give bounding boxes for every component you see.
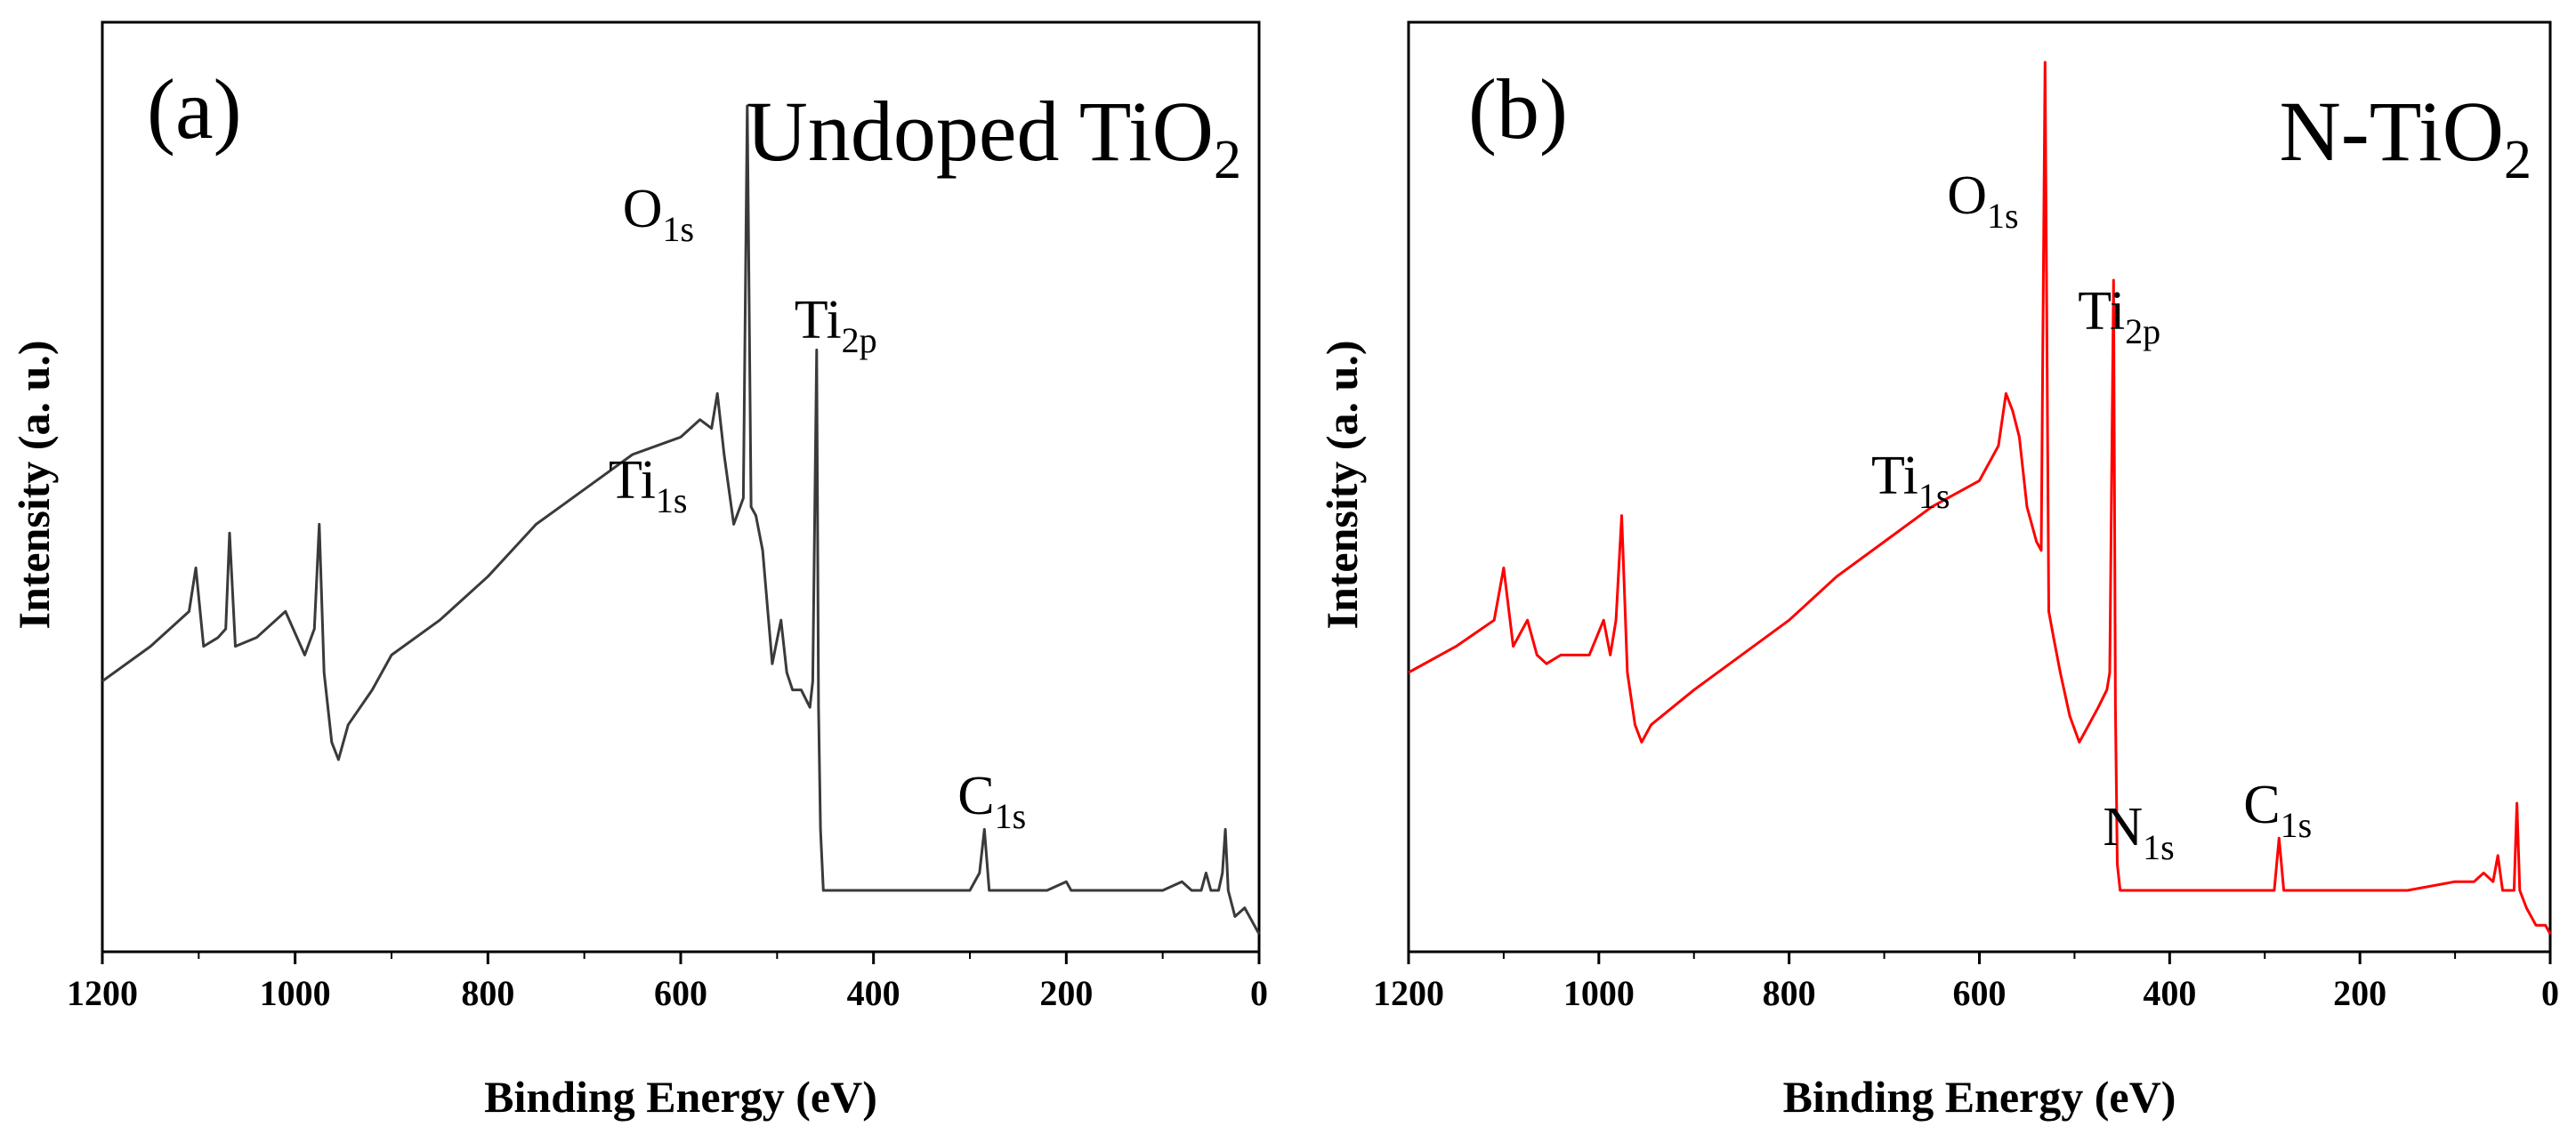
peak-label-o1s: O1s xyxy=(1947,165,2018,236)
peak-label-c1s: C1s xyxy=(2243,775,2312,845)
panel-b: 1200 1000 800 600 400 200 0 Binding Energy (eV)… xyxy=(1317,20,2559,1122)
x-tick-label: 0 xyxy=(2541,973,2559,1013)
y-axis-title: Intensity (a. u.) xyxy=(9,340,59,629)
x-tick-label: 1200 xyxy=(1373,973,1444,1013)
x-tick-label: 200 xyxy=(2333,973,2386,1013)
peak-label-ti2p: Ti2p xyxy=(2078,281,2160,351)
x-tick-label: 800 xyxy=(1763,973,1816,1013)
peak-label-ti1s: Ti1s xyxy=(609,450,688,520)
peak-label-c1s: C1s xyxy=(957,766,1026,836)
spectrum-line xyxy=(101,104,1261,935)
sample-title: N-TiO2 xyxy=(2279,84,2532,190)
x-tick-label: 1000 xyxy=(1563,973,1635,1013)
peak-label-o1s: O1s xyxy=(623,179,694,249)
y-axis-title: Intensity (a. u.) xyxy=(1317,340,1367,629)
x-tick-label: 800 xyxy=(461,973,514,1013)
x-tick-label: 1000 xyxy=(260,973,331,1013)
x-tick-label: 400 xyxy=(2143,973,2196,1013)
x-tick-label: 600 xyxy=(654,973,707,1013)
x-tick-label: 400 xyxy=(847,973,900,1013)
panel-label: (a) xyxy=(147,61,242,157)
peak-label-ti1s: Ti1s xyxy=(1871,446,1950,516)
panel-a: 1200 1000 800 600 400 200 0 Binding Energy (eV)… xyxy=(9,20,1268,1122)
x-tick-label: 0 xyxy=(1250,973,1268,1013)
x-axis-title: Binding Energy (eV) xyxy=(1783,1072,2176,1122)
peak-label-ti2p: Ti2p xyxy=(795,290,877,360)
peak-label-n1s: N1s xyxy=(2103,797,2174,867)
sample-title: Undoped TiO2 xyxy=(747,84,1241,190)
spectrum-line xyxy=(1408,60,2552,935)
panel-label: (b) xyxy=(1468,61,1568,157)
x-tick-label: 200 xyxy=(1039,973,1093,1013)
x-axis-title: Binding Energy (eV) xyxy=(484,1072,877,1122)
x-tick-label: 600 xyxy=(1953,973,2007,1013)
x-tick-label: 1200 xyxy=(67,973,138,1013)
